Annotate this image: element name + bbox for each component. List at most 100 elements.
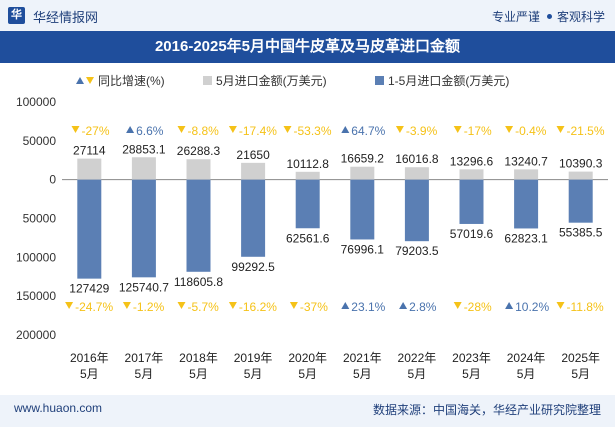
growth-ytd-label: -11.8% [567,300,604,314]
x-tick-label: 2016年 5月 [70,351,109,381]
data-label-may: 28853.1 [122,142,166,156]
bar-ytd [514,179,539,229]
y-tick-label: 50000 [23,212,57,226]
bar-may [514,169,539,180]
x-tick-label: 2020年 5月 [288,351,327,381]
tagline: 专业严谨 客观科学 [492,8,605,25]
growth-ytd-down-icon [289,302,298,309]
y-tick-label: 200000 [16,328,56,342]
growth-may-label: -3.9% [406,124,438,138]
logo-icon: 华 [8,7,25,24]
legend-swatch-1 [203,76,212,85]
growth-may-up-icon [126,126,135,133]
growth-may-down-icon [556,126,565,133]
growth-ytd-up-icon [399,302,408,309]
bar-may [404,167,429,180]
legend-up-triangle-icon [76,77,84,84]
growth-may-label: -53.3% [294,124,332,138]
bar-may [459,169,484,180]
data-label-may: 10112.8 [286,157,329,171]
tagline-left: 专业严谨 [491,10,540,24]
bar-ytd [350,179,375,240]
legend-label-1: 5月进口金额(万美元) [216,73,327,88]
growth-ytd-label: 10.2% [515,300,549,314]
bar-ytd [241,179,266,257]
y-tick-label: 50000 [23,134,57,148]
x-tick-label: 2017年 5月 [125,351,164,381]
bar-ytd [77,179,102,279]
growth-may-down-icon [71,126,80,133]
y-tick-label: 150000 [16,289,56,303]
data-label-ytd: 57019.6 [450,227,494,241]
footer-source: 数据来源：中国海关，华经产业研究院整理 [372,403,601,417]
growth-ytd-label: -37% [300,300,328,314]
data-label-may: 13240.7 [504,154,548,168]
data-label-may: 26288.3 [177,144,221,158]
data-label-ytd: 99292.5 [231,260,275,274]
chart-title: 2016-2025年5月中国牛皮革及马皮革进口金额 [0,31,615,63]
top-bar: 华 华经情报网 专业严谨 客观科学 [0,0,615,31]
growth-may-label: -8.8% [188,124,220,138]
growth-ytd-down-icon [453,302,462,309]
bar-may [131,157,156,180]
growth-may-down-icon [283,126,292,133]
bar-may [77,158,102,180]
footer-url[interactable]: www.huaon.com [14,401,103,415]
data-label-may: 13296.6 [450,154,494,168]
growth-may-down-icon [505,126,514,133]
data-label-ytd: 118605.8 [174,275,223,289]
x-tick-label: 2021年 5月 [343,351,382,381]
data-label-ytd: 76996.1 [341,242,385,256]
growth-may-label: -0.4% [515,124,547,138]
x-tick-label: 2024年 5月 [507,351,546,381]
growth-may-down-icon [453,126,462,133]
bar-may [350,166,375,180]
growth-may-label: -27% [82,124,110,138]
growth-may-down-icon [395,126,404,133]
data-label-ytd: 125740.7 [119,280,169,294]
growth-ytd-down-icon [556,302,565,309]
x-tick-label: 2025年 5月 [561,351,600,381]
growth-ytd-label: -5.7% [188,300,220,314]
data-label-may: 16659.2 [341,152,385,166]
dot-icon [546,14,552,20]
legend-label-2: 1-5月进口金额(万美元) [388,73,509,88]
growth-ytd-label: -28% [464,300,492,314]
bar-may [568,171,593,180]
chart-area: 同比增速(%) 5月进口金额(万美元) 1-5月进口金额(万美元) 100000 500… [16,73,608,381]
bar-ytd [404,179,429,242]
bar-ytd [131,179,156,278]
x-tick-label: 2023年 5月 [452,351,491,381]
data-label-may: 27114 [73,144,106,158]
data-label-ytd: 62823.1 [504,231,548,245]
growth-ytd-label: -1.2% [133,300,165,314]
growth-ytd-label: -24.7% [75,300,113,314]
bar-may [241,162,266,180]
growth-ytd-label: -16.2% [239,300,277,314]
bar-ytd [295,179,320,229]
data-label-ytd: 62561.6 [286,231,330,245]
footer: www.huaon.com 数据来源：中国海关，华经产业研究院整理 [0,395,615,427]
data-label-may: 21650 [236,148,270,162]
growth-ytd-down-icon [122,302,131,309]
growth-may-label: 6.6% [136,124,164,138]
y-tick-label: 100000 [16,250,56,264]
data-label-may: 16016.8 [395,152,439,166]
growth-may-label: -17.4% [239,124,277,138]
y-tick-label: 100000 [16,95,56,109]
growth-ytd-label: 23.1% [351,300,385,314]
growth-may-up-icon [341,126,350,133]
legend-down-triangle-icon [86,77,94,84]
bar-ytd [568,179,593,223]
data-label-ytd: 127429 [69,282,109,296]
growth-may-down-icon [228,126,237,133]
bar-may [186,159,211,180]
y-tick-label: 0 [49,173,56,187]
growth-may-label: -21.5% [567,124,605,138]
growth-ytd-down-icon [177,302,186,309]
growth-ytd-down-icon [65,302,74,309]
tagline-right: 客观科学 [556,10,605,24]
x-tick-label: 2018年 5月 [179,351,218,381]
growth-may-label: 64.7% [351,124,385,138]
growth-ytd-up-icon [505,302,514,309]
